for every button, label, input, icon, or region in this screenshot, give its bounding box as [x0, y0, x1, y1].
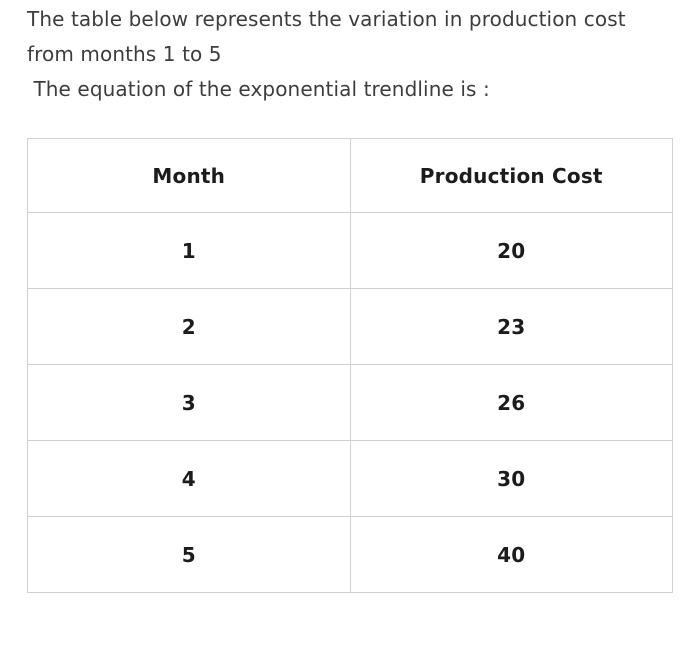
table-row: 3 26 — [27, 364, 673, 441]
question-line-3: The equation of the exponential trendlin… — [27, 77, 490, 101]
question-line-1: The table below represents the variation… — [27, 7, 626, 31]
production-cost-cell: 30 — [349, 440, 673, 517]
production-cost-table: Month Production Cost 1 20 2 23 3 26 4 3… — [27, 138, 673, 593]
month-cell: 3 — [27, 364, 351, 441]
production-cost-cell: 23 — [349, 288, 673, 365]
production-cost-cell: 26 — [349, 364, 673, 441]
month-cell: 1 — [27, 212, 351, 289]
month-cell: 4 — [27, 440, 351, 517]
production-cost-cell: 20 — [349, 212, 673, 289]
table-row: 4 30 — [27, 440, 673, 517]
production-cost-cell: 40 — [349, 516, 673, 593]
month-cell: 2 — [27, 288, 351, 365]
question-line-2: from months 1 to 5 — [27, 42, 222, 66]
table-header-row: Month Production Cost — [27, 138, 673, 213]
column-header-month: Month — [27, 138, 351, 213]
question-text: The table below represents the variation… — [27, 2, 673, 107]
table-row: 5 40 — [27, 516, 673, 593]
table-row: 2 23 — [27, 288, 673, 365]
column-header-production-cost: Production Cost — [349, 138, 673, 213]
month-cell: 5 — [27, 516, 351, 593]
table-row: 1 20 — [27, 212, 673, 289]
